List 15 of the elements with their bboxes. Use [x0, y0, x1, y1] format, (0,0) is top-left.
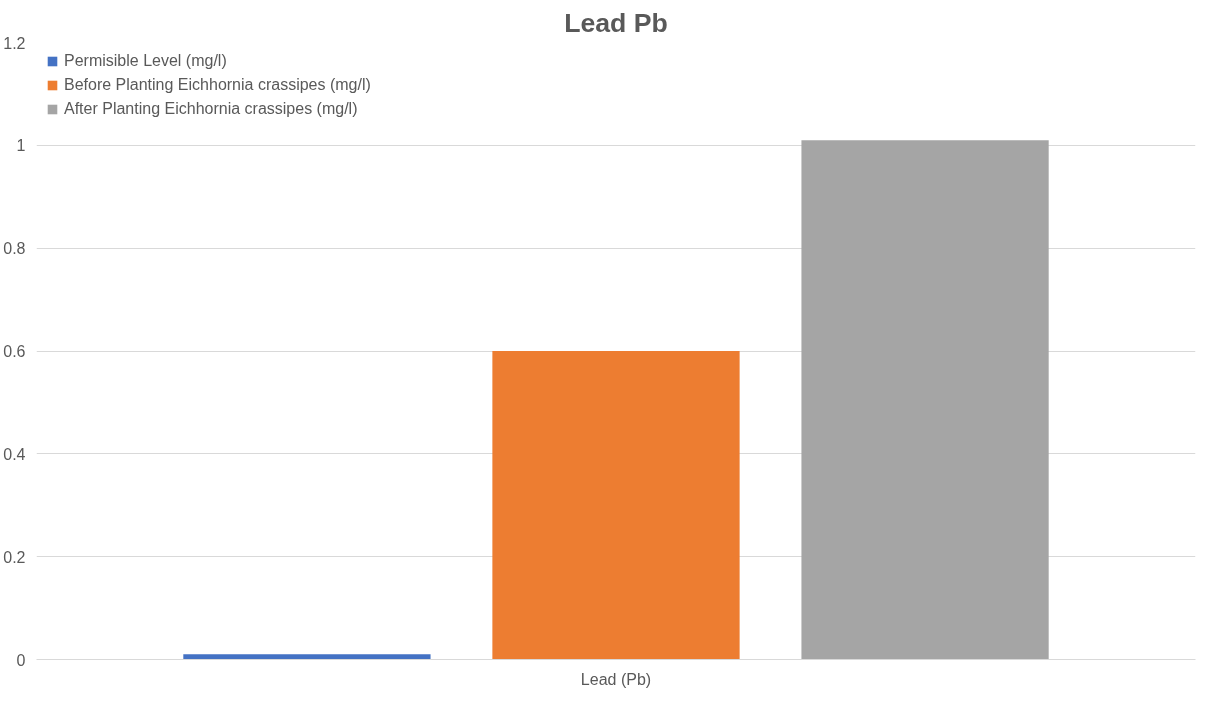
y-tick-label: 0.8 [3, 240, 26, 258]
bar [801, 140, 1049, 660]
y-tick-label: 0.2 [3, 548, 26, 566]
y-tick-label: 1 [16, 137, 26, 155]
bar [183, 654, 431, 660]
y-tick-label: 0.4 [3, 445, 26, 463]
y-tick-label: 0.6 [3, 343, 26, 360]
y-tick-label: 1.2 [3, 34, 26, 52]
y-tick-label: 0 [16, 651, 26, 669]
legend-label: After Planting Eichhornia crassipes (mg/l) [64, 100, 358, 118]
chart-title: Lead Pb [564, 7, 668, 38]
legend-label: Permisible Level (mg/l) [64, 52, 227, 70]
bar [492, 351, 740, 660]
x-tick-label: Lead (Pb) [580, 670, 652, 688]
legend-label: Before Planting Eichhornia crassipes (mg/l) [64, 76, 371, 94]
